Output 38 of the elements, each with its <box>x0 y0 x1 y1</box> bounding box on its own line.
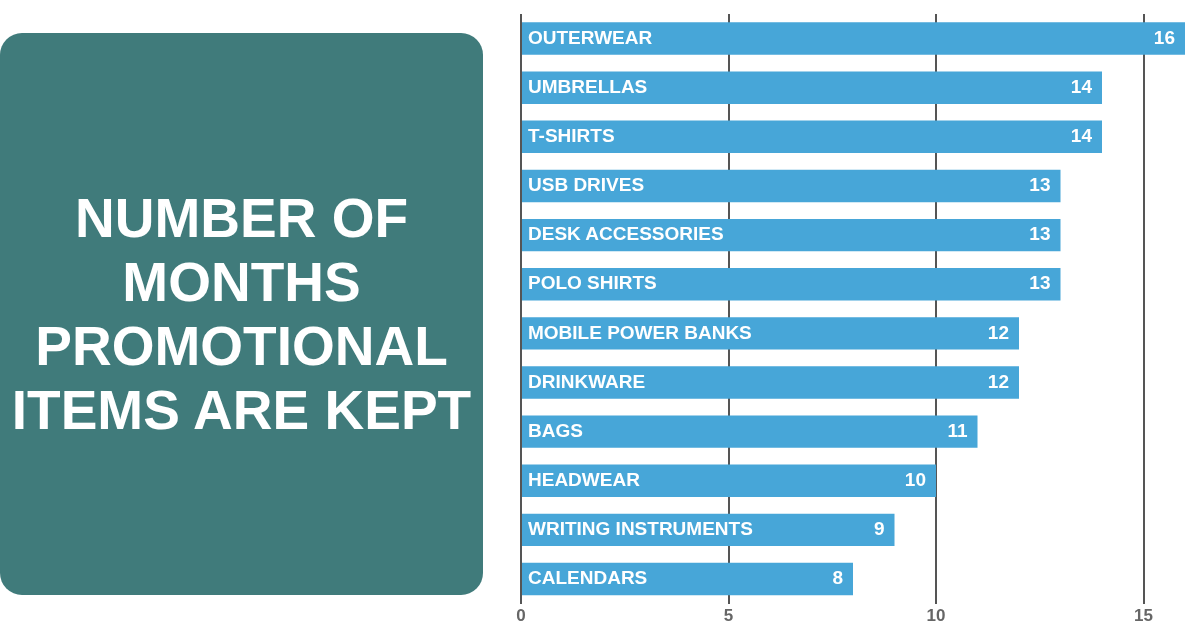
text: NUMBER OF MONTHS PROMOTIONAL ITEMS ARE KEPT <box>10 186 473 442</box>
bar <box>522 268 1061 301</box>
data-label: 13 <box>1029 223 1051 245</box>
data-label: 14 <box>1070 75 1093 97</box>
bar <box>522 366 1019 399</box>
y-tick-label: WRITING INSTRUMENTS <box>528 518 753 540</box>
data-label: 11 <box>947 419 968 441</box>
data-label: 14 <box>1070 125 1093 147</box>
y-tick-label: UMBRELLAS <box>528 75 648 97</box>
x-tick-label: 5 <box>723 606 734 626</box>
y-tick-label: OUTERWEAR <box>528 26 653 48</box>
data-label: 16 <box>1153 26 1175 48</box>
x-tick-label: 15 <box>1134 606 1153 626</box>
bar <box>522 169 1061 203</box>
data-label: 12 <box>987 321 1009 343</box>
y-tick-label: MOBILE POWER BANKS <box>528 321 752 343</box>
bar <box>522 71 1102 104</box>
data-label: 8 <box>832 567 843 589</box>
y-tick-label: DRINKWARE <box>528 370 646 392</box>
bar <box>522 415 978 448</box>
x-tick-label: 10 <box>926 606 946 626</box>
data-label: 12 <box>987 370 1009 392</box>
bar <box>522 464 936 497</box>
y-tick-label: DESK ACCESSORIES <box>528 223 724 245</box>
y-tick-label: POLO SHIRTS <box>528 272 657 294</box>
y-tick-label: HEADWEAR <box>528 469 641 490</box>
bar <box>522 317 1019 350</box>
x-tick-label: 0 <box>516 606 526 626</box>
data-label: 13 <box>1029 272 1051 294</box>
data-label: 13 <box>1029 174 1051 196</box>
bar <box>522 22 1185 55</box>
y-tick-label: BAGS <box>528 419 583 441</box>
y-tick-label: T-SHIRTS <box>528 125 615 147</box>
bar <box>522 120 1102 154</box>
data-label: 10 <box>904 469 926 490</box>
y-tick-label: CALENDARS <box>528 567 648 589</box>
y-tick-label: USB DRIVES <box>528 174 645 196</box>
data-label: 9 <box>873 518 885 540</box>
